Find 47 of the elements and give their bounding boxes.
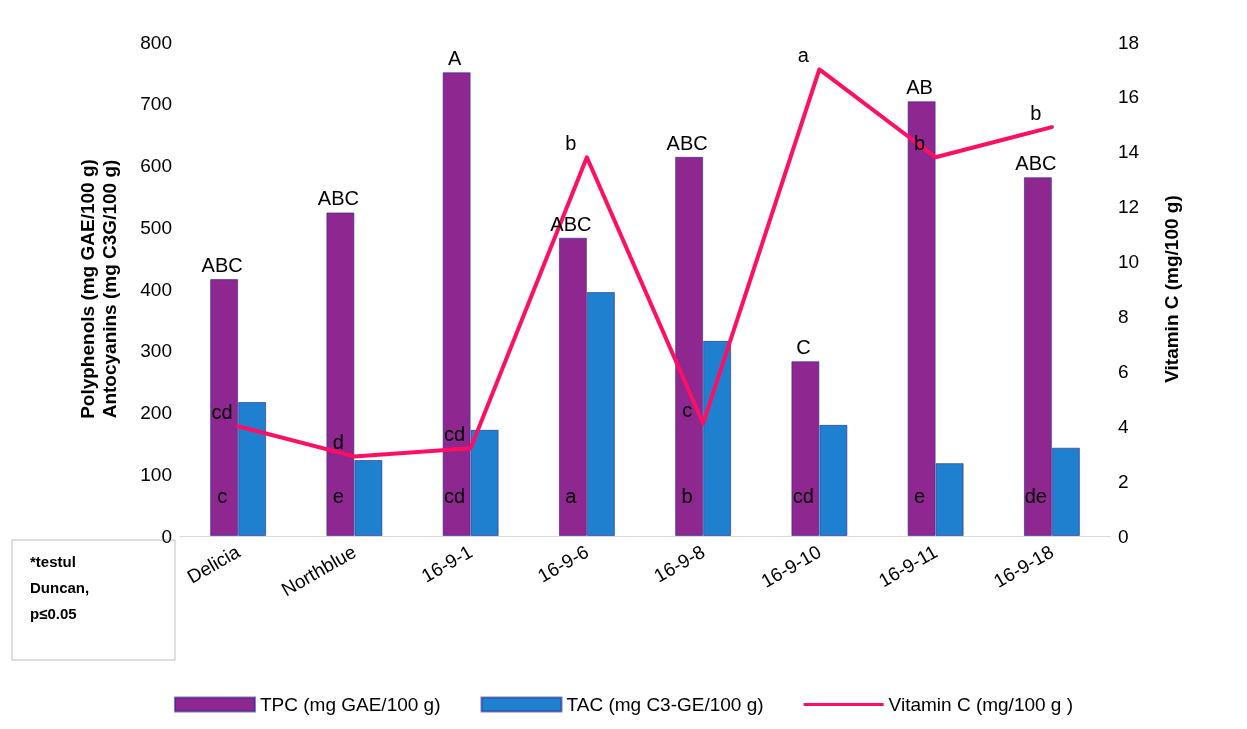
annotation: c xyxy=(682,398,693,421)
y-tick-label: 100 xyxy=(140,463,172,485)
annotation: a xyxy=(797,44,810,67)
y2-tick-label: 18 xyxy=(1118,31,1140,53)
annotation: b xyxy=(565,132,577,155)
annotation: cd xyxy=(792,485,814,508)
y2-tick-label: 4 xyxy=(1118,415,1129,437)
annotation: cd xyxy=(444,423,466,446)
y-tick-label: 400 xyxy=(140,278,172,300)
annotation: ABC xyxy=(666,131,708,154)
y2-tick-label: 14 xyxy=(1118,141,1140,163)
legend-label: TPC (mg GAE/100 g) xyxy=(259,694,441,715)
y-axis-title: Polyphenols (mg GAE/100 g) Antocyanins (mg C3G/100 g) xyxy=(76,159,120,419)
annotation: A xyxy=(447,47,462,70)
legend-label: Vitamin C (mg/100 g ) xyxy=(888,694,1074,715)
annotation: e xyxy=(914,485,926,508)
y2-axis-title: Vitamin C (mg/100 g) xyxy=(1160,195,1182,383)
annotation: ABC xyxy=(1015,152,1057,175)
y-tick-label: 300 xyxy=(140,340,172,362)
y-tick-label: 0 xyxy=(161,525,172,547)
annotation: a xyxy=(565,485,578,508)
y-tick-label: 800 xyxy=(140,31,172,53)
annotation: b xyxy=(681,485,693,508)
annotation: b xyxy=(1030,102,1042,125)
annotation: e xyxy=(332,485,344,508)
annotation: ABC xyxy=(317,187,359,210)
legend-label: TAC (mg C3-GE/100 g) xyxy=(566,694,764,715)
text: *testul Duncan, p≤0.05 xyxy=(30,552,90,622)
annotation: C xyxy=(796,336,811,359)
y2-tick-label: 0 xyxy=(1118,525,1129,547)
y-tick-label: 500 xyxy=(140,216,172,238)
y2-tick-label: 8 xyxy=(1118,305,1129,327)
annotation: AB xyxy=(906,76,933,99)
y-tick-label: 200 xyxy=(140,402,172,423)
annotation: c xyxy=(217,485,228,508)
y-tick-label: 600 xyxy=(140,155,172,176)
y2-tick-label: 12 xyxy=(1118,196,1140,218)
annotation: de xyxy=(1024,485,1047,508)
annotation: cd xyxy=(444,485,466,508)
y-tick-label: 700 xyxy=(140,93,172,115)
y2-tick-label: 6 xyxy=(1118,360,1129,382)
annotation: ABC xyxy=(201,254,243,277)
y2-tick-label: 10 xyxy=(1118,251,1140,273)
annotation: d xyxy=(332,431,344,454)
annotation: cd xyxy=(211,401,233,424)
y2-tick-label: 16 xyxy=(1118,86,1140,108)
y2-tick-label: 2 xyxy=(1118,470,1129,492)
